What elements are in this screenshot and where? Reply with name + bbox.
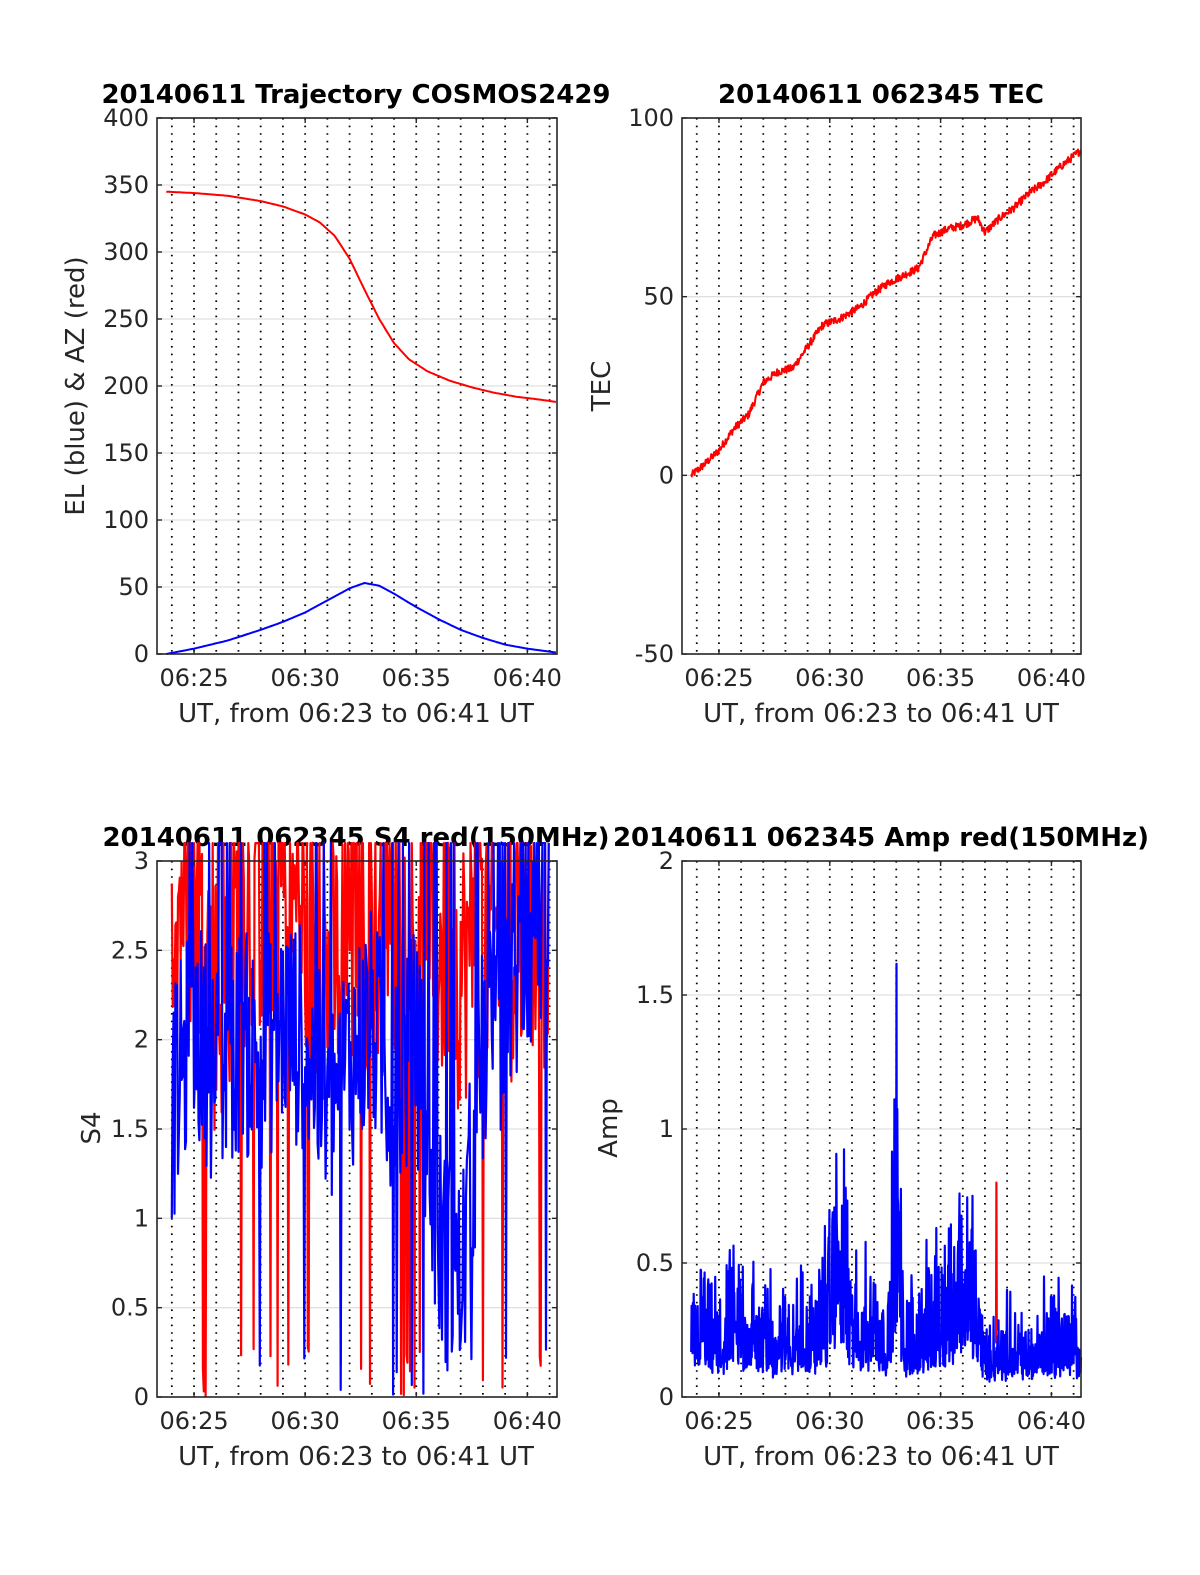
amp-panel: 20140611 062345 Amp red(150MHz) UT, from… — [594, 823, 1149, 1472]
s4-ytick-label: 1 — [134, 1204, 149, 1232]
trajectory-title: 20140611 Trajectory COSMOS2429 — [101, 80, 610, 110]
s4-xtick-label: 06:30 — [271, 1407, 340, 1435]
trajectory-ytick-label: 400 — [103, 104, 149, 132]
trajectory-panel: 20140611 Trajectory COSMOS2429 UT, from … — [61, 80, 611, 729]
trajectory-ytick-label: 200 — [103, 372, 149, 400]
trajectory-xtick-label: 06:25 — [159, 664, 228, 692]
amp-series-red-line — [994, 1181, 998, 1344]
tec-plot-area — [690, 148, 1082, 478]
amp-ytick-label: 1.5 — [636, 981, 674, 1009]
trajectory-series-red-line — [166, 190, 557, 403]
s4-ytick-label: 1.5 — [111, 1115, 149, 1143]
trajectory-ytick-label: 350 — [103, 171, 149, 199]
trajectory-xtick-label: 06:35 — [382, 664, 451, 692]
s4-ylabel: S4 — [77, 1111, 107, 1144]
trajectory-ytick-label: 0 — [134, 640, 149, 668]
amp-ytick-label: 0.5 — [636, 1249, 674, 1277]
trajectory-ytick-label: 50 — [118, 573, 149, 601]
trajectory-xtick-label: 06:30 — [271, 664, 340, 692]
amp-plot-area — [690, 962, 1083, 1383]
s4-series-blue-line — [170, 842, 550, 1396]
s4-xtick-label: 06:40 — [493, 1407, 562, 1435]
tec-xtick-label: 06:30 — [795, 664, 864, 692]
s4-ytick-label: 3 — [134, 847, 149, 875]
amp-ytick-label: 1 — [659, 1115, 674, 1143]
tec-ytick-label: 0 — [659, 461, 674, 489]
amp-xtick-label: 06:25 — [684, 1407, 753, 1435]
trajectory-ytick-label: 100 — [103, 506, 149, 534]
s4-xlabel: UT, from 06:23 to 06:41 UT — [178, 1442, 534, 1472]
tec-ytick-label: 100 — [628, 104, 674, 132]
s4-ytick-label: 2.5 — [111, 936, 149, 964]
tec-xtick-label: 06:40 — [1017, 664, 1086, 692]
amp-xtick-label: 06:40 — [1017, 1407, 1086, 1435]
tec-xtick-label: 06:25 — [684, 664, 753, 692]
trajectory-ytick-label: 150 — [103, 439, 149, 467]
tec-xlabel: UT, from 06:23 to 06:41 UT — [703, 699, 1059, 729]
tec-ytick-label: -50 — [635, 640, 674, 668]
amp-ytick-label: 2 — [659, 847, 674, 875]
trajectory-xlabel: UT, from 06:23 to 06:41 UT — [178, 699, 534, 729]
amp-ylabel: Amp — [594, 1098, 624, 1158]
s4-xtick-label: 06:35 — [382, 1407, 451, 1435]
amp-xtick-label: 06:30 — [795, 1407, 864, 1435]
tec-ytick-label: 50 — [643, 283, 674, 311]
amp-xlabel: UT, from 06:23 to 06:41 UT — [703, 1442, 1059, 1472]
s4-series-red-line — [170, 842, 550, 1398]
s4-xtick-label: 06:25 — [159, 1407, 228, 1435]
amp-xtick-label: 06:35 — [906, 1407, 975, 1435]
amp-ytick-label: 0 — [659, 1383, 674, 1411]
tec-title: 20140611 062345 TEC — [718, 80, 1044, 110]
tec-axes-box — [681, 117, 1082, 655]
tec-xtick-label: 06:35 — [906, 664, 975, 692]
amp-title: 20140611 062345 Amp red(150MHz) — [613, 823, 1149, 853]
s4-panel: 20140611 062345 S4 red(150MHz) UT, from … — [77, 823, 610, 1472]
trajectory-series-blue-line — [166, 582, 557, 655]
trajectory-ytick-label: 300 — [103, 238, 149, 266]
s4-ytick-label: 2 — [134, 1026, 149, 1054]
trajectory-plot-area — [166, 190, 557, 655]
s4-ytick-label: 0.5 — [111, 1294, 149, 1322]
trajectory-ylabel: EL (blue) & AZ (red) — [61, 256, 91, 515]
tec-series-red-line — [690, 148, 1082, 478]
tec-panel: 20140611 062345 TEC UT, from 06:23 to 06… — [587, 80, 1086, 729]
trajectory-ytick-label: 250 — [103, 305, 149, 333]
amp-series-blue-line — [690, 962, 1083, 1383]
s4-ytick-label: 0 — [134, 1383, 149, 1411]
tec-ylabel: TEC — [587, 361, 617, 412]
trajectory-xtick-label: 06:40 — [493, 664, 562, 692]
s4-plot-area — [170, 842, 550, 1398]
